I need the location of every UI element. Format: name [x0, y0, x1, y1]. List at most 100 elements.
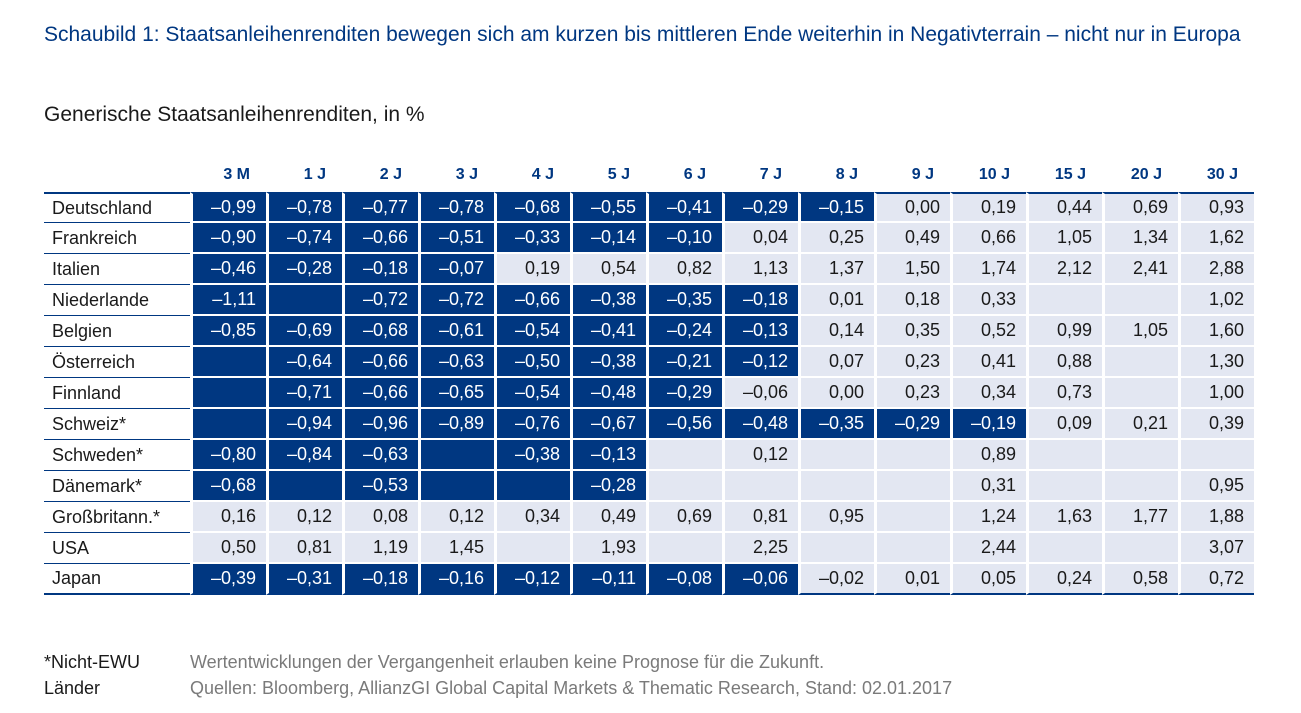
table-row: Italien –0,46 –0,28 –0,18 –0,07 0,19 0,54 0,82 1… [44, 254, 1254, 285]
yield-cell: 0,24 [1026, 564, 1102, 595]
yield-cell [1102, 440, 1178, 471]
yield-cell: 0,19 [494, 254, 570, 285]
yield-cell [494, 471, 570, 502]
yield-cell: 0,88 [1026, 347, 1102, 378]
yield-cell: 1,93 [570, 533, 646, 564]
yield-cell: 0,31 [950, 471, 1026, 502]
yield-cell: –0,50 [494, 347, 570, 378]
yield-cell: –0,66 [342, 347, 418, 378]
yield-cell [874, 440, 950, 471]
yield-cell: –0,69 [266, 316, 342, 347]
yield-cell: 0,18 [874, 285, 950, 316]
row-label: Großbritann.* [44, 502, 190, 533]
yield-cell: –0,19 [950, 409, 1026, 440]
yield-cell: –0,78 [418, 192, 494, 223]
yield-cell: –0,74 [266, 223, 342, 254]
yield-cell: 0,23 [874, 347, 950, 378]
yield-cell: –0,38 [494, 440, 570, 471]
yield-cell: 0,00 [874, 192, 950, 223]
yield-cell: 0,21 [1102, 409, 1178, 440]
column-header: 5 J [607, 166, 630, 183]
row-label: Japan [44, 564, 190, 595]
yield-cell: 1,37 [798, 254, 874, 285]
yield-cell [494, 533, 570, 564]
yield-cell: –0,54 [494, 378, 570, 409]
yield-cell: –0,35 [646, 285, 722, 316]
column-header: 6 J [683, 166, 706, 183]
table-row: USA 0,50 0,81 1,19 1,45 1,93 2,25 2,44 3,07 [44, 533, 1254, 564]
table-row: Großbritann.* 0,16 0,12 0,08 0,12 0,34 0,49 0,6… [44, 502, 1254, 533]
yield-cell: –0,24 [646, 316, 722, 347]
yield-cell: 0,34 [950, 378, 1026, 409]
yield-cell [1102, 533, 1178, 564]
yield-cell: –0,72 [342, 285, 418, 316]
yield-cell: –0,76 [494, 409, 570, 440]
yield-cell [874, 471, 950, 502]
yield-cell: –0,06 [722, 378, 798, 409]
yield-cell: –0,38 [570, 285, 646, 316]
yield-cell: 1,77 [1102, 502, 1178, 533]
yield-cell: 1,05 [1026, 223, 1102, 254]
table-row: Deutschland –0,99 –0,78 –0,77 –0,78 –0,68 –0,5… [44, 192, 1254, 223]
yield-cell: 0,69 [646, 502, 722, 533]
table-row: Dänemark* –0,68 –0,53 –0,28 0,31 0,95 [44, 471, 1254, 502]
yield-cell: –0,65 [418, 378, 494, 409]
row-label: Italien [44, 254, 190, 285]
column-header: 20 J [1130, 166, 1162, 183]
yield-cell: –0,51 [418, 223, 494, 254]
yield-cell: –0,31 [266, 564, 342, 595]
yield-cell: 0,93 [1178, 192, 1254, 223]
yield-cell: 0,39 [1178, 409, 1254, 440]
yield-cell: –0,68 [190, 471, 266, 502]
yield-cell: 0,33 [950, 285, 1026, 316]
yield-cell: –0,14 [570, 223, 646, 254]
yield-cell [646, 471, 722, 502]
yield-cell: 0,35 [874, 316, 950, 347]
yield-cell: 0,54 [570, 254, 646, 285]
yield-cell: –0,64 [266, 347, 342, 378]
yield-cell: 0,01 [874, 564, 950, 595]
yield-cell: –0,39 [190, 564, 266, 595]
disclaimer-text: Wertentwicklungen der Vergangenheit erla… [190, 652, 825, 672]
table-row: Schweden* –0,80 –0,84 –0,63 –0,38 –0,13 0,12 0,… [44, 440, 1254, 471]
yield-cell [874, 502, 950, 533]
yield-cell: –0,35 [798, 409, 874, 440]
yield-cell: 1,74 [950, 254, 1026, 285]
yield-cell [1102, 378, 1178, 409]
table-row: Finnland –0,71 –0,66 –0,65 –0,54 –0,48 –0,29 –0… [44, 378, 1254, 409]
column-header: 10 J [978, 166, 1010, 183]
yield-cell: –0,61 [418, 316, 494, 347]
chart-subtitle: Generische Staatsanleihenrenditen, in % [44, 103, 425, 126]
row-label: Niederlande [44, 285, 190, 316]
yield-cell: –0,13 [722, 316, 798, 347]
yield-cell [646, 533, 722, 564]
yield-cell: –0,48 [722, 409, 798, 440]
yield-cell: –0,12 [494, 564, 570, 595]
table-row: Niederlande –1,11 –0,72 –0,72 –0,66 –0,38 –0,3… [44, 285, 1254, 316]
yield-cell: –0,66 [494, 285, 570, 316]
yield-cell [874, 533, 950, 564]
yield-cell: –0,99 [190, 192, 266, 223]
yield-cell: 0,81 [266, 533, 342, 564]
yield-cell: 0,12 [722, 440, 798, 471]
yield-cell: 2,12 [1026, 254, 1102, 285]
yield-cell [1102, 347, 1178, 378]
yield-cell: –0,28 [570, 471, 646, 502]
yield-cell [798, 533, 874, 564]
yield-cell: 0,08 [342, 502, 418, 533]
yield-cell: 1,60 [1178, 316, 1254, 347]
table-row: Japan –0,39 –0,31 –0,18 –0,16 –0,12 –0,11 –0,08… [44, 564, 1254, 595]
footer-disclaimer-block: Wertentwicklungen der Vergangenheit erla… [190, 649, 952, 701]
row-label: Schweiz* [44, 409, 190, 440]
yield-cell: –0,78 [266, 192, 342, 223]
yield-cell [190, 347, 266, 378]
yield-cell: –0,38 [570, 347, 646, 378]
yield-cell: –0,28 [266, 254, 342, 285]
yield-cell: 1,63 [1026, 502, 1102, 533]
yield-cell: 0,99 [1026, 316, 1102, 347]
column-header: 2 J [379, 166, 402, 183]
yield-cell [1178, 440, 1254, 471]
yield-cell: –0,29 [722, 192, 798, 223]
yield-cell: –0,29 [646, 378, 722, 409]
yield-cell [266, 285, 342, 316]
